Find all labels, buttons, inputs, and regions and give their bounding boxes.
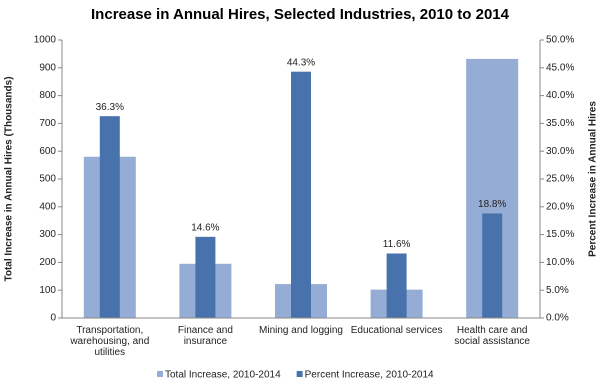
x-tick-label: Finance and insurance	[177, 325, 233, 347]
y-tick-label: 200	[39, 257, 56, 268]
y-axis-title: Total Increase in Annual Hires (Thousand…	[4, 76, 15, 281]
chart-title: Increase in Annual Hires, Selected Indus…	[91, 6, 510, 23]
value-label: 11.6%	[383, 239, 411, 250]
y-tick-label: 900	[39, 62, 56, 73]
bar	[386, 253, 407, 318]
y-tick-label: 300	[39, 229, 56, 240]
x-tick-label: Mining and logging	[259, 325, 343, 336]
y2-tick-label: 50.0%	[546, 35, 574, 46]
legend-label: Percent Increase, 2010-2014	[305, 370, 434, 381]
y-tick-label: 600	[39, 146, 56, 157]
bar	[195, 236, 216, 318]
x-tick-label: Transportation, warehousing, and utiliti…	[70, 325, 150, 358]
value-label: 14.6%	[191, 222, 219, 233]
y2-tick-label: 10.0%	[546, 257, 574, 268]
legend-swatch	[296, 371, 303, 377]
bar	[99, 116, 120, 318]
value-label: 44.3%	[287, 57, 315, 68]
y-tick-label: 800	[39, 90, 56, 101]
y2-tick-label: 40.0%	[546, 90, 574, 101]
y2-tick-label: 0.0%	[546, 313, 569, 324]
y2-tick-label: 30.0%	[546, 146, 574, 157]
legend-label: Total Increase, 2010-2014	[165, 370, 281, 381]
bar	[482, 213, 503, 318]
y2-tick-label: 20.0%	[546, 201, 574, 212]
y-tick-label: 100	[39, 285, 56, 296]
y2-axis-title: Percent Increase in Annual Hires	[588, 101, 599, 257]
y2-tick-label: 45.0%	[546, 62, 574, 73]
y2-tick-label: 35.0%	[546, 118, 574, 129]
y-tick-label: 1000	[34, 35, 57, 46]
y-tick-label: 400	[39, 201, 56, 212]
y2-tick-label: 15.0%	[546, 229, 574, 240]
value-label: 18.8%	[478, 199, 506, 210]
y2-tick-label: 5.0%	[546, 285, 569, 296]
y-tick-label: 700	[39, 118, 56, 129]
value-label: 36.3%	[96, 102, 124, 113]
x-tick-label: Health care and social assistance	[454, 325, 530, 347]
legend-swatch	[157, 371, 163, 377]
y-tick-label: 500	[39, 174, 56, 185]
bar	[291, 71, 311, 318]
x-tick-label: Educational services	[350, 325, 443, 336]
y2-tick-label: 25.0%	[546, 174, 574, 185]
y-tick-label: 0	[50, 313, 56, 324]
